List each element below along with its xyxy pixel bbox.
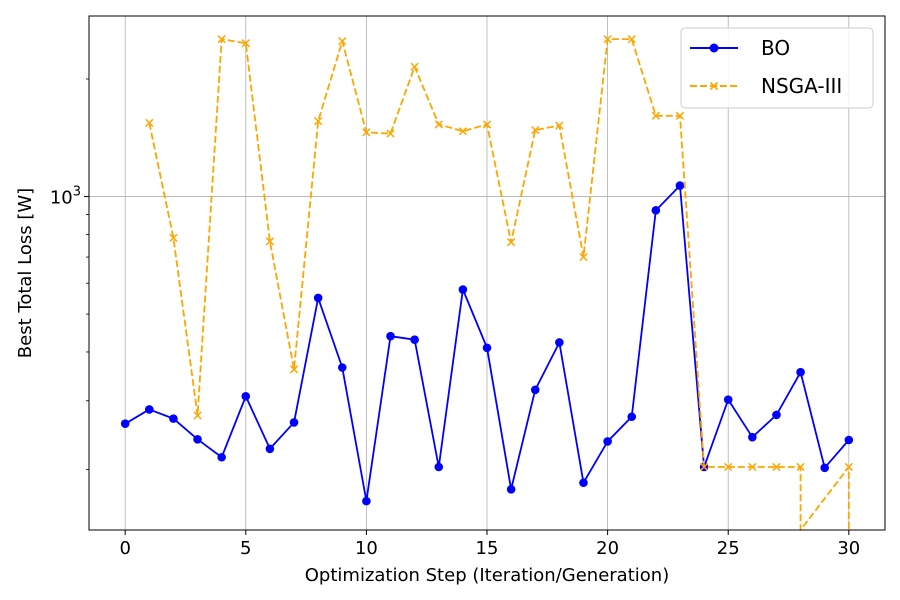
data-point: [314, 117, 323, 126]
x-tick-label: 20: [596, 538, 619, 559]
data-point: [530, 385, 540, 395]
data-point: [337, 363, 347, 372]
data-point: [458, 127, 468, 136]
data-point: [603, 35, 612, 44]
data-point: [699, 462, 709, 472]
series-nsga-iii: [145, 35, 853, 531]
data-point: [555, 338, 564, 347]
data-point: [169, 414, 178, 423]
data-point: [627, 412, 637, 422]
data-point: [193, 434, 202, 444]
data-point: [193, 411, 202, 420]
data-point: [820, 463, 829, 473]
x-tick-label: 10: [355, 538, 378, 559]
x-tick-label: 30: [837, 538, 860, 559]
series-layer: [120, 35, 854, 531]
data-point: [217, 452, 226, 462]
data-point: [844, 435, 854, 445]
data-point: [434, 120, 443, 129]
data-point: [748, 432, 757, 442]
data-point: [603, 437, 612, 446]
data-point: [555, 121, 564, 130]
data-point: [651, 206, 661, 215]
data-point: [289, 365, 299, 374]
data-point: [675, 181, 685, 190]
data-point: [458, 285, 468, 294]
data-point: [362, 496, 371, 506]
data-point: [482, 120, 492, 129]
data-point: [120, 419, 130, 429]
data-point: [579, 252, 588, 262]
data-point: [651, 111, 660, 120]
data-point: [675, 111, 685, 120]
data-point: [241, 391, 251, 401]
data-point: [169, 233, 178, 242]
data-point: [434, 462, 444, 472]
data-point: [145, 405, 154, 414]
data-point: [265, 444, 275, 454]
legend-marker-bo: [709, 43, 719, 53]
data-point: [748, 462, 757, 472]
data-point: [723, 395, 733, 404]
data-point: [772, 462, 781, 472]
data-point: [410, 335, 419, 344]
data-point: [410, 62, 419, 71]
x-tick-label: 15: [476, 538, 499, 559]
legend-label-bo: BO: [761, 36, 790, 60]
x-tick-label: 5: [240, 538, 251, 559]
data-point: [772, 410, 781, 420]
data-point: [506, 484, 516, 494]
y-tick-label: 103: [50, 185, 81, 209]
data-point: [531, 125, 540, 135]
data-point: [796, 462, 805, 472]
legend-marker-nsga: [709, 81, 719, 91]
x-axis-title: Optimization Step (Iteration/Generation): [305, 565, 669, 586]
data-point: [386, 129, 395, 138]
series-line: [148, 38, 850, 531]
y-axis-title: Best Total Loss [W]: [15, 188, 36, 358]
data-point: [579, 478, 588, 488]
legend-label-nsga: NSGA-III: [761, 74, 842, 98]
data-point: [362, 128, 371, 137]
data-point: [482, 343, 492, 353]
legend: BO NSGA-III: [680, 27, 874, 109]
data-point: [506, 238, 516, 247]
data-point: [217, 35, 226, 44]
series-bo: [120, 181, 854, 506]
data-point: [265, 237, 275, 246]
data-point: [145, 118, 154, 128]
x-tick-label: 25: [717, 538, 740, 559]
x-tick-label: 0: [119, 538, 130, 559]
data-point: [338, 37, 347, 46]
data-point: [796, 367, 805, 377]
plot-frame: [88, 15, 886, 531]
data-point: [386, 331, 395, 341]
data-point: [724, 462, 733, 472]
data-point: [627, 35, 636, 44]
data-point: [289, 418, 299, 427]
data-point: [844, 462, 853, 472]
tick-labels: 0 5 10 15 20 25 30 103: [50, 185, 860, 559]
data-point: [313, 293, 323, 303]
data-point: [241, 39, 250, 48]
